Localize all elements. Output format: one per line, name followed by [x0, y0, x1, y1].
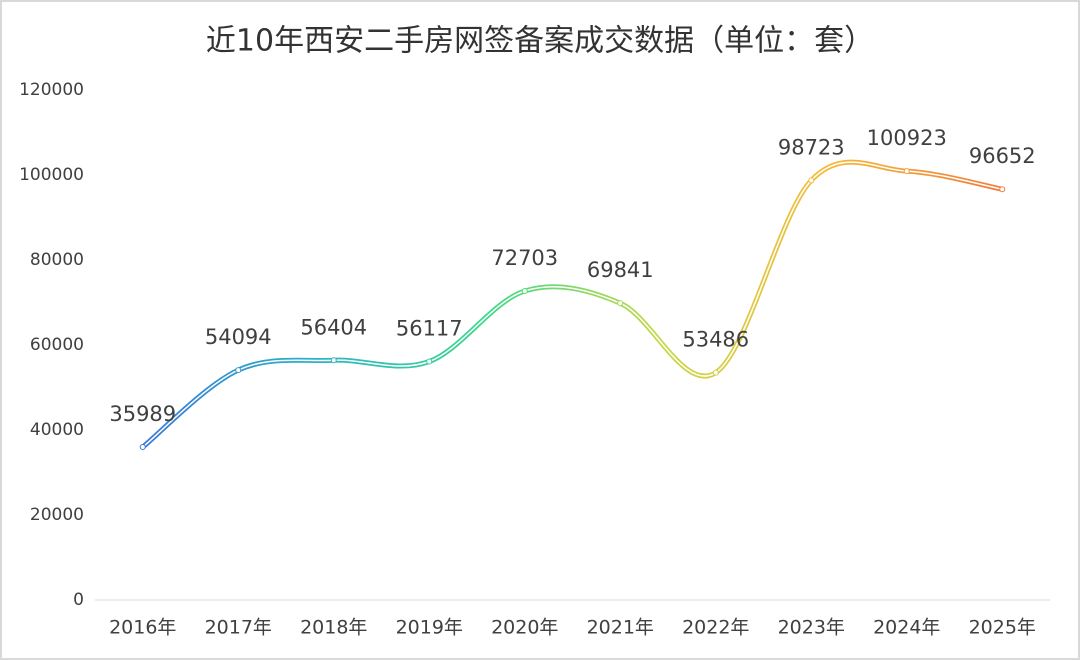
- data-label: 72703: [491, 246, 558, 270]
- x-tick-label: 2025年: [969, 617, 1036, 639]
- x-tick-label: 2016年: [109, 617, 176, 639]
- line-highlight: [142, 161, 1003, 448]
- data-label: 53486: [682, 328, 749, 352]
- x-tick-label: 2022年: [682, 617, 749, 639]
- y-tick-label: 60000: [30, 335, 84, 355]
- y-tick-label: 0: [73, 590, 84, 610]
- point: [903, 168, 910, 175]
- x-tick-label: 2024年: [873, 617, 940, 639]
- point: [521, 288, 528, 295]
- y-tick-label: 20000: [30, 505, 84, 525]
- point: [999, 186, 1006, 193]
- data-label: 35989: [109, 402, 176, 426]
- data-label: 56117: [396, 317, 463, 341]
- point: [330, 357, 337, 364]
- data-label: 56404: [300, 315, 367, 339]
- data-label: 100923: [867, 126, 947, 150]
- x-tick-label: 2021年: [587, 617, 654, 639]
- data-label: 98723: [778, 135, 845, 159]
- point: [617, 300, 624, 307]
- point: [808, 177, 815, 184]
- data-label: 69841: [587, 258, 654, 282]
- x-tick-label: 2020年: [491, 617, 558, 639]
- point: [139, 444, 146, 451]
- data-label: 54094: [205, 325, 272, 349]
- x-tick-label: 2023年: [778, 617, 845, 639]
- point: [712, 369, 719, 376]
- y-tick-label: 80000: [30, 250, 84, 270]
- chart-title: 近10年西安二手房网签备案成交数据（单位：套）: [206, 24, 874, 59]
- y-tick-label: 40000: [30, 420, 84, 440]
- data-label: 96652: [969, 144, 1036, 168]
- x-tick-label: 2018年: [300, 617, 367, 639]
- x-tick-label: 2017年: [205, 617, 272, 639]
- point: [426, 358, 433, 365]
- y-tick-label: 120000: [19, 80, 84, 100]
- point: [235, 367, 242, 374]
- y-tick-label: 100000: [19, 165, 84, 185]
- x-tick-label: 2019年: [396, 617, 463, 639]
